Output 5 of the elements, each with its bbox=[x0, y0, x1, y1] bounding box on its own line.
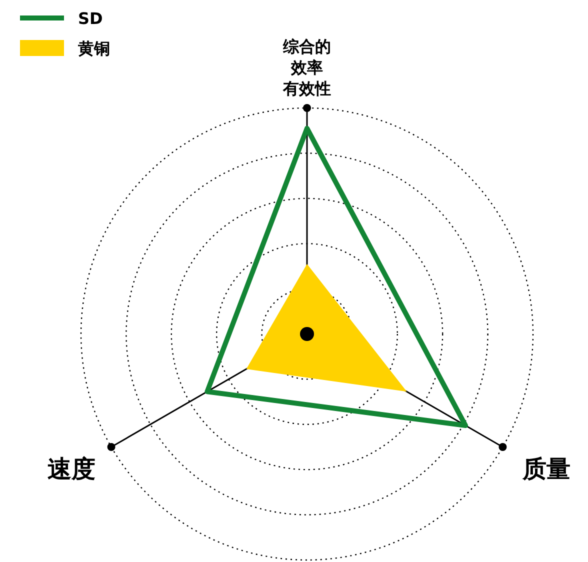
legend-label: SD bbox=[78, 9, 103, 28]
spoke-label: 综合的效率有效性 bbox=[282, 37, 331, 98]
spoke-label: 质量 bbox=[522, 455, 571, 483]
legend-label: 黄铜 bbox=[77, 39, 110, 58]
spoke-label: 速度 bbox=[47, 455, 96, 483]
